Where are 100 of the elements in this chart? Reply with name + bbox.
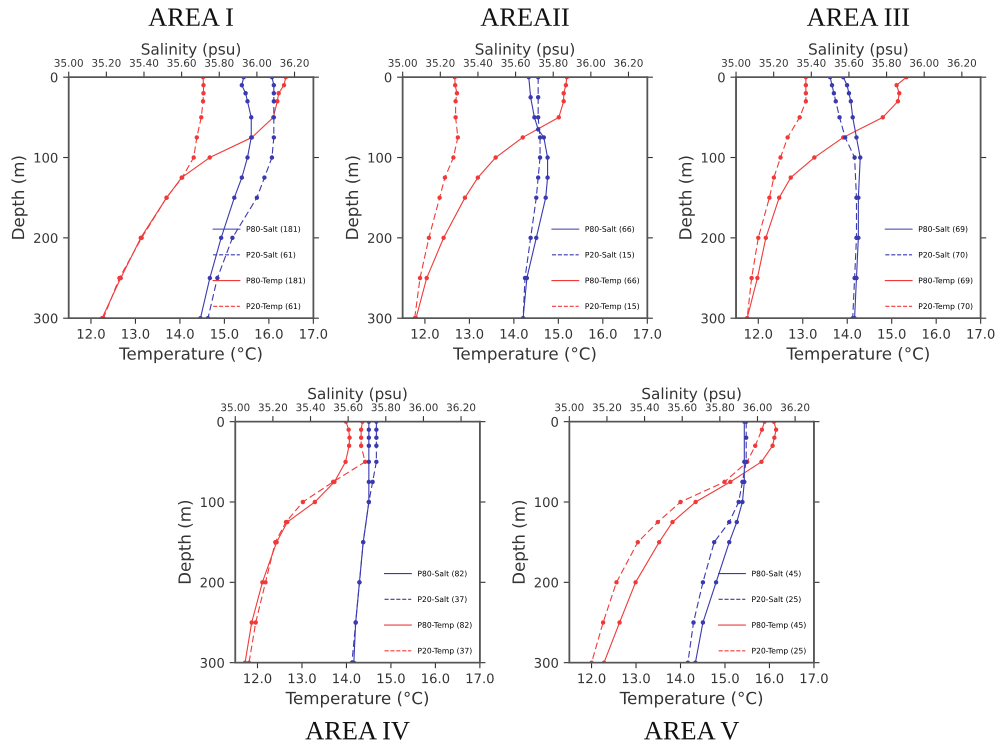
x2-tick-label: 35.00 [722,58,750,67]
x2-axis-title: Salinity (psu) [809,42,908,58]
x-tick-label: 17.0 [800,673,828,684]
y-axis-title: Depth (m) [11,156,28,239]
x-tick-label: 12.0 [412,328,439,339]
y-tick-label: 200 [368,233,392,244]
text: AREA V [644,722,740,740]
y-tick-label: 0 [384,72,392,82]
y-axis-title: Depth (m) [512,500,528,584]
x2-tick-label: 36.20 [781,403,810,412]
x2-axis-title: Salinity (psu) [642,387,741,402]
y-tick-label: 300 [368,313,392,324]
y-tick-label: 0 [217,416,224,427]
x2-tick-label: 36.00 [743,403,772,412]
y-tick-label: 200 [34,233,58,244]
y-tick-label: 0 [551,416,558,427]
chart-title: AREA III [806,8,910,26]
x-axis-title: Temperature (°C) [786,346,929,364]
x-tick-label: 15.0 [712,673,739,684]
x2-tick-label: 36.00 [910,58,938,67]
x-tick-label: 14.0 [333,673,360,684]
x-axis-title: Temperature (°C) [620,691,762,708]
x-tick-label: 15.0 [211,328,238,339]
x-tick-label: 15.0 [378,673,405,684]
y-tick-label: 100 [368,152,392,163]
x-tick-label: 12.0 [244,673,272,684]
y-tick-label: 0 [718,72,725,82]
x2-tick-label: 35.20 [258,403,288,412]
x2-tick-label: 35.00 [221,403,250,412]
x2-axis-title: Salinity (psu) [476,42,574,58]
x-tick-label: 13.0 [790,328,817,339]
x-tick-label: 16.0 [922,328,950,339]
y-axis-title: Depth (m) [345,156,362,239]
x-axis-title: Temperature (°C) [286,691,428,708]
x-tick-label: 16.0 [590,328,617,339]
x-tick-label: 17.0 [300,328,328,339]
x2-tick-label: 35.40 [130,58,158,67]
x2-axis-title: Salinity (psu) [308,387,407,402]
x2-tick-label: 35.00 [555,403,584,412]
x2-tick-label: 35.60 [501,58,530,67]
x2-axis-title: Salinity (psu) [142,42,240,58]
x2-tick-label: 35.60 [334,403,362,412]
x-tick-label: 15.0 [545,328,572,339]
y-tick-label: 100 [34,152,58,163]
x2-tick-label: 35.00 [388,58,417,67]
x2-tick-label: 35.20 [760,58,788,67]
x-tick-label: 12.0 [745,328,772,339]
x2-tick-label: 36.00 [242,58,272,67]
x2-tick-label: 35.20 [92,58,121,67]
y-tick-label: 300 [200,658,224,668]
y-tick-label: 300 [534,658,558,668]
x-tick-label: 12.0 [78,328,105,339]
x-tick-label: 15.0 [878,328,906,339]
x2-tick-label: 35.80 [372,403,400,412]
x2-tick-label: 35.20 [592,403,622,412]
x-tick-label: 14.0 [166,328,194,339]
x-tick-label: 17.0 [634,328,662,339]
x2-tick-label: 36.00 [576,58,606,67]
x2-tick-label: 36.00 [409,403,438,412]
y-tick-label: 300 [34,313,58,324]
x-tick-label: 14.0 [500,328,528,339]
x-axis-title: Temperature (°C) [453,346,596,364]
x-tick-label: 14.0 [834,328,862,339]
x2-tick-label: 35.40 [630,403,659,412]
y-axis-title: Depth (m) [678,156,695,239]
chart-title: AREA I [148,8,233,26]
x-tick-label: 17.0 [466,673,494,684]
chart-title: AREAII [480,8,569,26]
x2-tick-label: 35.60 [168,58,196,67]
x2-tick-label: 35.00 [54,58,83,67]
x2-tick-label: 36.20 [948,58,976,67]
x2-tick-label: 35.60 [668,403,696,412]
x-tick-label: 17.0 [967,328,994,339]
x-axis-title: Temperature (°C) [119,346,262,364]
y-tick-label: 300 [701,313,725,324]
text: AREA IV [305,722,410,740]
x-tick-label: 13.0 [456,328,484,339]
x2-tick-label: 35.40 [464,58,492,67]
x2-tick-label: 35.40 [296,403,325,412]
y-tick-label: 100 [201,497,224,508]
x2-tick-label: 35.80 [872,58,901,67]
x2-tick-label: 35.20 [426,58,455,67]
x-tick-label: 13.0 [122,328,150,339]
x2-tick-label: 36.20 [280,58,309,67]
x2-tick-label: 35.80 [706,403,734,412]
x-tick-label: 13.0 [288,673,316,684]
y-tick-label: 200 [200,578,224,588]
x-tick-label: 14.0 [667,673,694,684]
y-axis-title: Depth (m) [178,500,194,584]
x2-tick-label: 36.20 [614,58,643,67]
x-tick-label: 16.0 [256,328,283,339]
y-tick-label: 100 [535,497,558,508]
y-tick-label: 100 [702,152,725,163]
x2-tick-label: 35.80 [205,58,234,67]
x2-tick-label: 35.80 [539,58,568,67]
y-tick-label: 200 [701,233,725,244]
y-tick-label: 0 [50,72,58,82]
x2-tick-label: 35.60 [834,58,864,67]
x-tick-label: 16.0 [422,673,450,684]
x2-tick-label: 35.40 [797,58,826,67]
